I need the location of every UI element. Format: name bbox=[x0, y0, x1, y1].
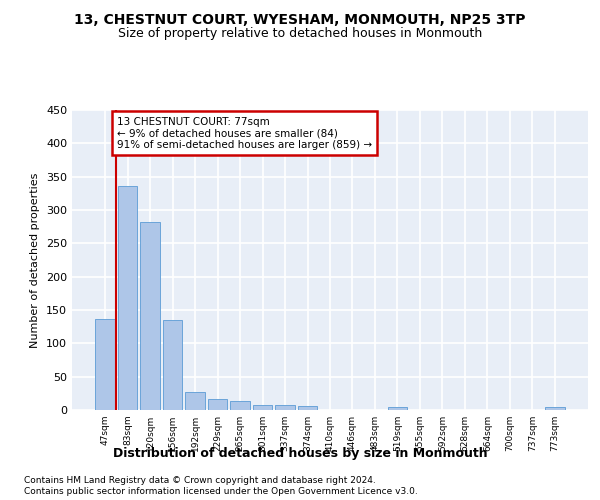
Bar bbox=[140, 222, 160, 410]
Text: 13 CHESTNUT COURT: 77sqm
← 9% of detached houses are smaller (84)
91% of semi-de: 13 CHESTNUT COURT: 77sqm ← 9% of detache… bbox=[117, 116, 372, 150]
Bar bbox=[298, 406, 317, 410]
Bar bbox=[208, 400, 227, 410]
Text: Contains public sector information licensed under the Open Government Licence v3: Contains public sector information licen… bbox=[24, 488, 418, 496]
Text: 13, CHESTNUT COURT, WYESHAM, MONMOUTH, NP25 3TP: 13, CHESTNUT COURT, WYESHAM, MONMOUTH, N… bbox=[74, 12, 526, 26]
Bar bbox=[388, 406, 407, 410]
Bar bbox=[185, 392, 205, 410]
Bar bbox=[230, 402, 250, 410]
Bar bbox=[118, 186, 137, 410]
Y-axis label: Number of detached properties: Number of detached properties bbox=[31, 172, 40, 348]
Bar bbox=[253, 404, 272, 410]
Text: Size of property relative to detached houses in Monmouth: Size of property relative to detached ho… bbox=[118, 28, 482, 40]
Text: Distribution of detached houses by size in Monmouth: Distribution of detached houses by size … bbox=[113, 448, 487, 460]
Bar bbox=[545, 406, 565, 410]
Text: Contains HM Land Registry data © Crown copyright and database right 2024.: Contains HM Land Registry data © Crown c… bbox=[24, 476, 376, 485]
Bar bbox=[163, 320, 182, 410]
Bar bbox=[275, 406, 295, 410]
Bar bbox=[95, 320, 115, 410]
